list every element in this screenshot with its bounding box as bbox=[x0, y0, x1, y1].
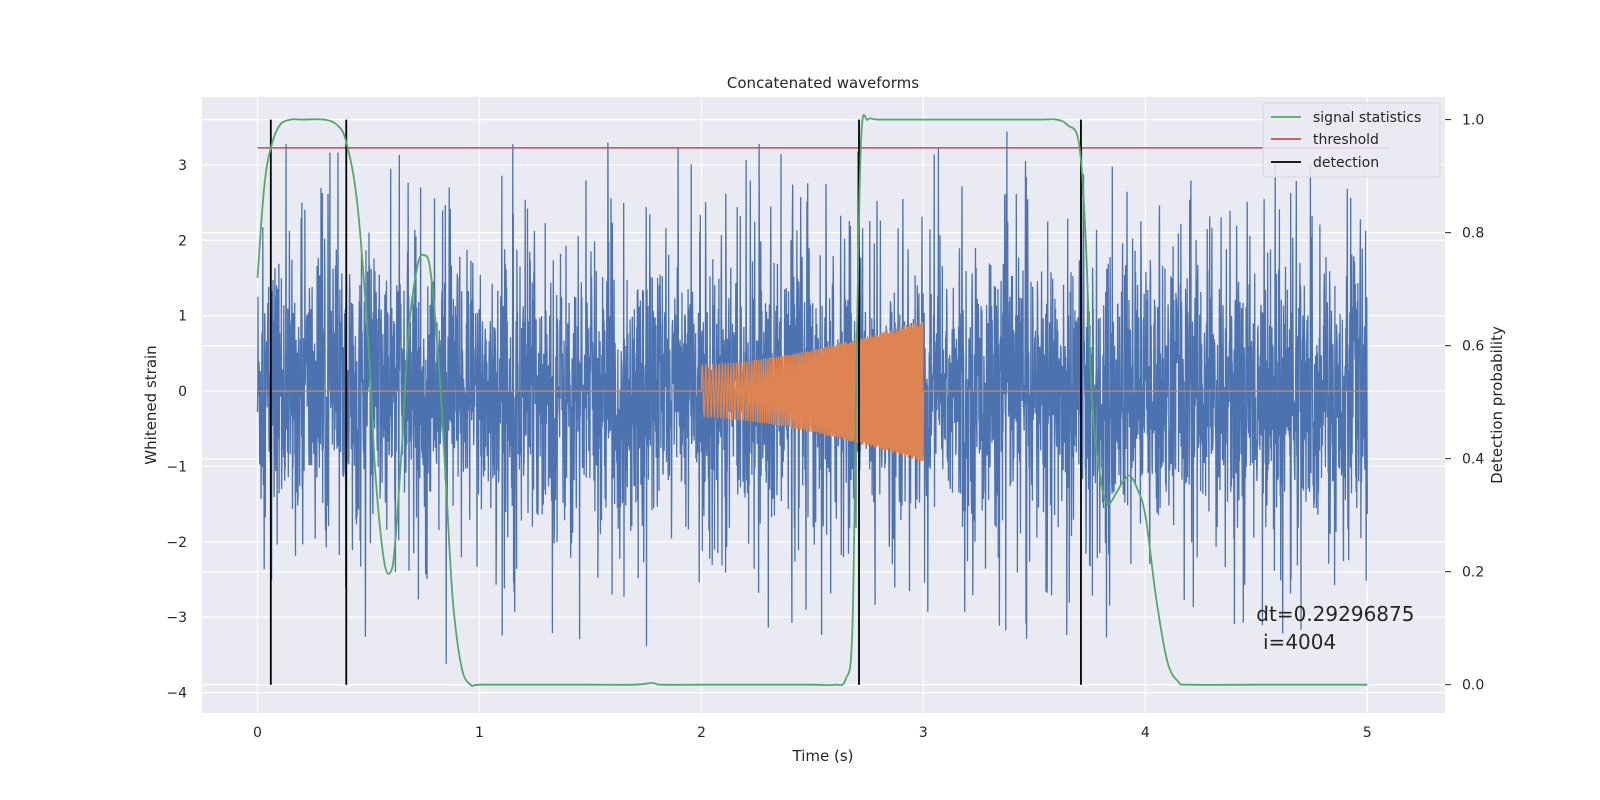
chart-title: Concatenated waveforms bbox=[727, 74, 919, 92]
right-y-axis-label: Detection probability bbox=[1488, 326, 1506, 484]
x-tick-label-0: 0 bbox=[253, 725, 262, 741]
right-tick-label-0: 0.0 bbox=[1462, 678, 1484, 694]
right-axis-series bbox=[256, 114, 1390, 687]
y-tick-label-6: 2 bbox=[178, 233, 187, 249]
right-tick-label-1: 0.2 bbox=[1462, 565, 1484, 581]
x-tick-label-2: 2 bbox=[697, 725, 706, 741]
y-tick-label-1: −3 bbox=[166, 610, 187, 626]
x-ticks: 0 1 2 3 4 5 bbox=[253, 725, 1372, 741]
y-tick-label-5: 1 bbox=[178, 309, 187, 325]
injection-series bbox=[257, 321, 1368, 462]
right-tick-label-3: 0.6 bbox=[1462, 339, 1484, 355]
legend-label-detection: detection bbox=[1313, 155, 1379, 171]
left-y-ticks: −4 −3 −2 −1 0 1 2 3 bbox=[166, 158, 187, 702]
y-tick-label-2: −2 bbox=[166, 535, 187, 551]
y-tick-label-0: −4 bbox=[166, 686, 187, 702]
y-tick-label-4: 0 bbox=[178, 384, 187, 400]
y-axis-label: Whitened strain bbox=[142, 345, 160, 464]
injection-line bbox=[257, 321, 1368, 462]
x-tick-label-3: 3 bbox=[919, 725, 928, 741]
right-tick-label-4: 0.8 bbox=[1462, 226, 1484, 242]
y-tick-label-3: −1 bbox=[166, 459, 187, 475]
x-axis-label: Time (s) bbox=[792, 747, 854, 765]
signal-statistics-line bbox=[256, 114, 1368, 687]
annotation-dt: dt=0.29296875 bbox=[1256, 602, 1414, 626]
annotation-i: i=4004 bbox=[1263, 630, 1336, 654]
x-tick-label-1: 1 bbox=[475, 725, 484, 741]
legend-box bbox=[1262, 102, 1441, 178]
right-y-ticks: 0.0 0.2 0.4 0.6 0.8 1.0 bbox=[1445, 113, 1484, 694]
x-tick-label-5: 5 bbox=[1363, 725, 1372, 741]
right-tick-label-2: 0.4 bbox=[1462, 452, 1484, 468]
legend-label-threshold: threshold bbox=[1313, 132, 1379, 148]
x-tick-label-4: 4 bbox=[1141, 725, 1150, 741]
y-tick-label-7: 3 bbox=[178, 158, 187, 174]
right-tick-label-5: 1.0 bbox=[1462, 113, 1484, 129]
legend: signal statistics threshold detection bbox=[1262, 102, 1441, 178]
plot-area bbox=[256, 114, 1390, 687]
legend-label-signal-statistics: signal statistics bbox=[1313, 110, 1421, 126]
